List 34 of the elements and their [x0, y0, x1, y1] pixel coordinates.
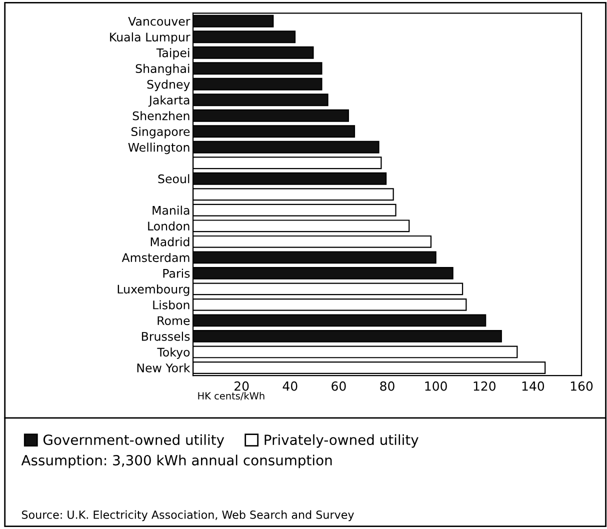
- x-tick-label: 60: [332, 381, 346, 391]
- y-tick-label: Singapore: [131, 126, 190, 138]
- x-tick-label: 160: [570, 381, 593, 391]
- y-tick-label: Kuala Lumpur: [110, 32, 190, 44]
- y-tick-label: Rome: [158, 316, 190, 326]
- y-tick-label: Brussels: [142, 332, 190, 341]
- y-tick-label: Sydney: [147, 80, 190, 92]
- x-tick-label: 20: [234, 381, 249, 391]
- y-tick-label: Taipei: [156, 48, 190, 60]
- legend-label: Privately-owned utility: [264, 434, 418, 448]
- x-tick-label: 140: [522, 381, 544, 391]
- x-tick-label: 120: [474, 381, 496, 391]
- y-tick-label: Lisbon: [153, 300, 190, 310]
- y-tick-label: Wellington: [128, 142, 190, 154]
- y-tick-label: Tokyo: [157, 347, 190, 359]
- y-tick-label: Madrid: [150, 237, 190, 246]
- x-tick-label: 100: [425, 381, 447, 391]
- y-tick-label: Jakarta: [148, 95, 190, 107]
- x-tick-label: 40: [282, 381, 298, 391]
- y-tick-label: Shanghai: [136, 64, 190, 76]
- source-note: Source: U.K. Electricity Association, Web Search and Survey: [22, 510, 354, 522]
- text: Assumption: 3,300 kWh annual consumption: [21, 454, 332, 468]
- y-tick-label: Seoul: [158, 174, 190, 184]
- x-tick-label: 80: [380, 381, 394, 391]
- y-tick-label: Manila: [152, 206, 190, 215]
- y-tick-label: Shenzhen: [132, 111, 190, 120]
- y-tick-label: New York: [137, 363, 190, 372]
- legend-label: Government-owned utility: [43, 434, 224, 448]
- x-axis-title: HK cents/kWh: [198, 392, 264, 400]
- y-tick-label: Amsterdam: [122, 252, 190, 262]
- y-tick-label: Paris: [163, 268, 190, 278]
- y-tick-label: Vancouver: [128, 16, 190, 26]
- y-tick-label: Luxembourg: [118, 284, 190, 296]
- y-tick-label: London: [148, 221, 190, 231]
